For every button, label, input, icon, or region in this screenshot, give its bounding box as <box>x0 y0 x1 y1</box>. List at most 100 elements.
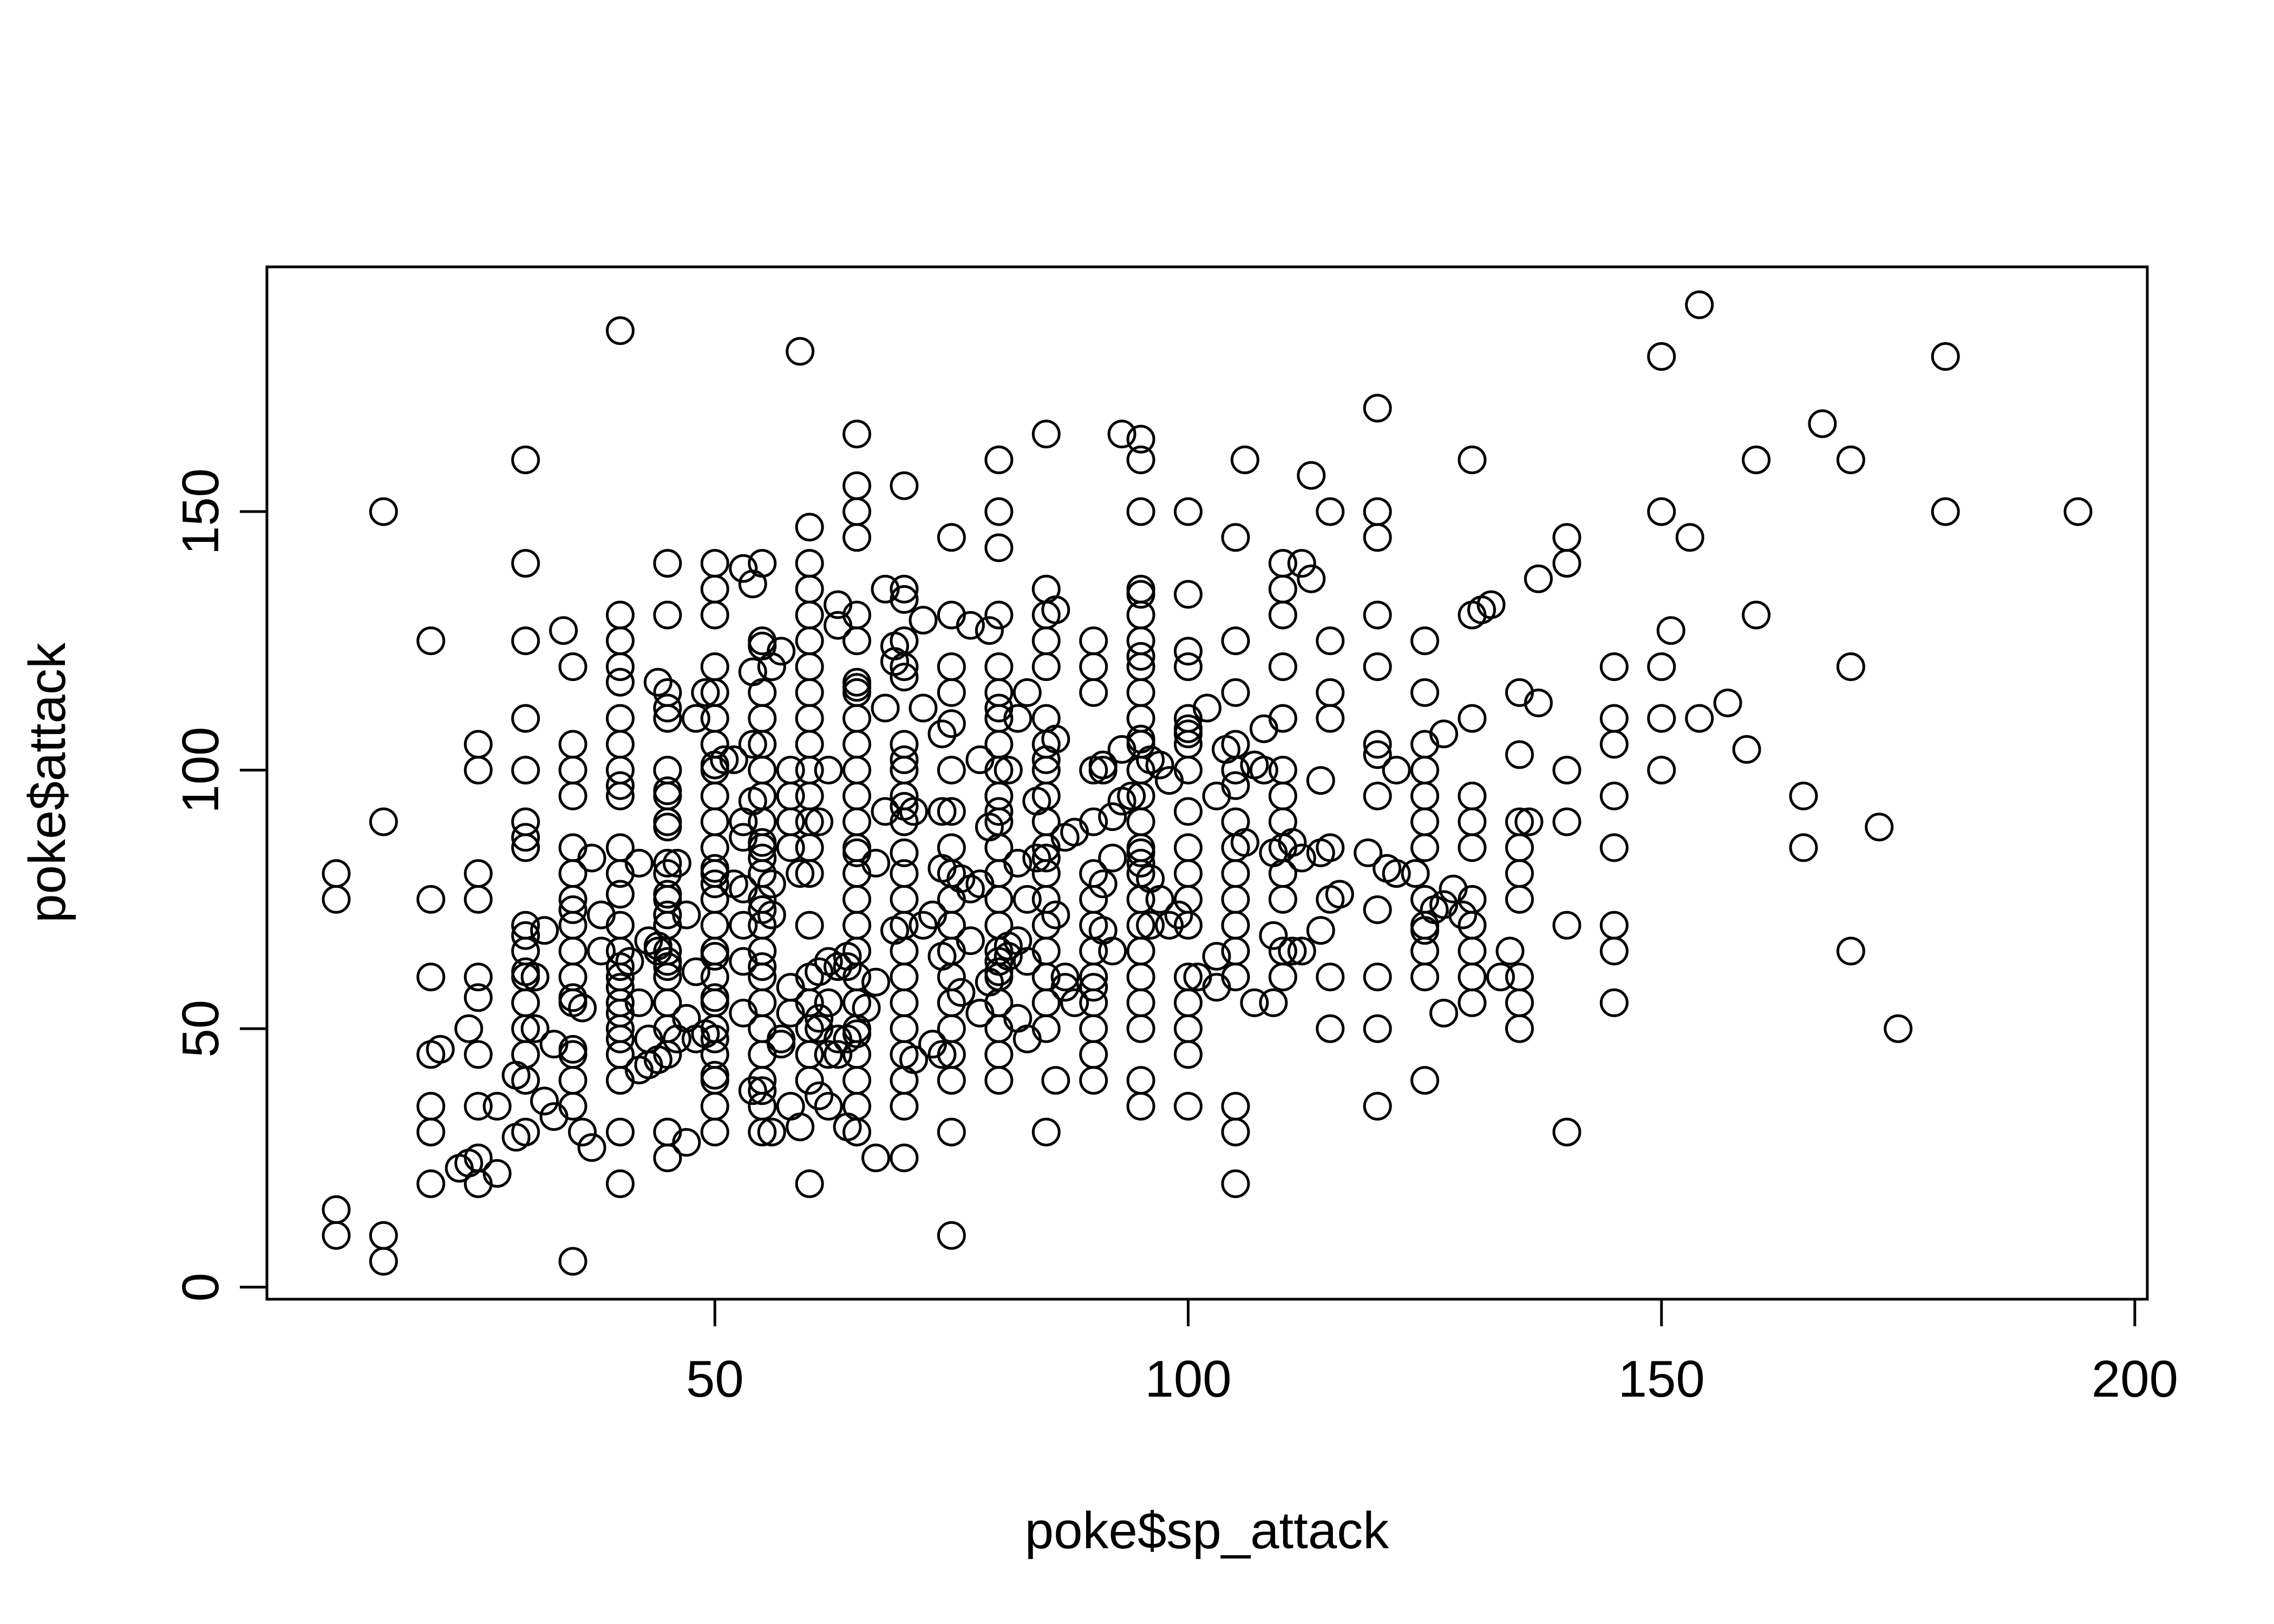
data-point <box>710 745 739 774</box>
data-point <box>2063 497 2093 526</box>
data-point <box>937 523 966 552</box>
data-point <box>1221 678 1250 707</box>
data-point <box>1647 497 1676 526</box>
data-point <box>653 952 682 981</box>
data-point <box>1458 446 1487 474</box>
data-point <box>994 942 1023 971</box>
data-point <box>984 446 1014 474</box>
data-point <box>1041 900 1070 929</box>
data-point <box>416 1169 446 1199</box>
data-point <box>1599 937 1629 966</box>
data-point <box>653 549 682 578</box>
data-point <box>1514 807 1544 836</box>
data-point <box>1865 813 1894 842</box>
data-point <box>814 988 843 1017</box>
data-point <box>681 957 710 986</box>
data-point <box>776 833 805 862</box>
data-point <box>1410 962 1440 992</box>
data-point <box>1836 446 1865 474</box>
data-point <box>1363 394 1392 423</box>
data-point <box>890 807 919 836</box>
data-point <box>1126 838 1155 867</box>
data-point <box>530 1086 559 1116</box>
data-point <box>738 730 767 759</box>
data-point <box>1363 600 1392 630</box>
data-point <box>871 693 900 723</box>
data-point <box>1599 730 1629 759</box>
data-point <box>1552 911 1582 940</box>
data-point <box>568 1117 597 1147</box>
data-point <box>1363 652 1392 682</box>
data-point <box>1552 807 1582 836</box>
data-point <box>1836 937 1865 966</box>
data-points <box>322 290 2093 1276</box>
data-point <box>1742 446 1771 474</box>
data-point <box>909 606 938 635</box>
data-point <box>1448 900 1478 929</box>
x-axis-title: poke$sp_attack <box>1025 1502 1389 1560</box>
data-point <box>1685 704 1714 733</box>
data-point <box>1268 962 1297 992</box>
data-point <box>511 549 540 578</box>
data-point <box>511 626 540 656</box>
data-point <box>653 693 682 723</box>
data-point <box>1363 1014 1392 1043</box>
data-point <box>1221 1169 1250 1199</box>
data-point <box>416 962 446 992</box>
data-point <box>643 937 672 966</box>
data-point <box>842 1019 872 1049</box>
data-point <box>927 719 957 749</box>
data-point <box>1174 652 1203 682</box>
data-point <box>625 988 654 1017</box>
data-point <box>833 952 862 981</box>
data-point <box>994 756 1023 785</box>
data-point <box>890 1143 919 1173</box>
data-point <box>1458 704 1487 733</box>
data-point <box>520 962 550 992</box>
data-point <box>1126 424 1155 454</box>
data-point <box>937 1117 966 1147</box>
data-point <box>558 1092 587 1121</box>
data-point <box>1316 626 1345 656</box>
data-point <box>653 849 682 878</box>
data-point <box>1174 1092 1203 1121</box>
data-point <box>1221 523 1250 552</box>
data-point <box>984 797 1014 826</box>
data-point <box>1656 616 1685 645</box>
data-point <box>520 1014 550 1043</box>
data-point <box>1713 689 1742 717</box>
data-point <box>1221 626 1250 656</box>
data-point <box>643 667 672 697</box>
data-point <box>681 704 710 733</box>
data-point <box>1012 885 1042 914</box>
data-point <box>426 1034 455 1064</box>
data-point <box>558 895 587 924</box>
data-point <box>937 709 966 738</box>
data-point <box>369 497 398 526</box>
data-point <box>748 843 777 873</box>
data-point <box>1050 973 1080 1002</box>
data-point <box>322 1221 351 1250</box>
data-point <box>1382 756 1411 785</box>
data-point <box>672 1128 701 1157</box>
data-point <box>975 616 1004 645</box>
data-point <box>1268 885 1297 914</box>
data-point <box>1647 652 1676 682</box>
data-point <box>1126 580 1155 609</box>
data-point <box>1221 771 1250 800</box>
data-point <box>416 626 446 656</box>
data-point <box>1325 880 1354 909</box>
data-point <box>748 1117 777 1147</box>
data-point <box>568 993 597 1023</box>
data-point <box>937 1221 966 1250</box>
data-point <box>946 864 976 893</box>
data-point <box>1363 1092 1392 1121</box>
data-point <box>606 781 635 810</box>
data-point <box>937 756 966 785</box>
data-point <box>1041 724 1070 754</box>
data-point <box>1259 921 1288 950</box>
data-point <box>549 616 578 645</box>
data-point <box>1126 1014 1155 1043</box>
data-point <box>606 316 635 345</box>
